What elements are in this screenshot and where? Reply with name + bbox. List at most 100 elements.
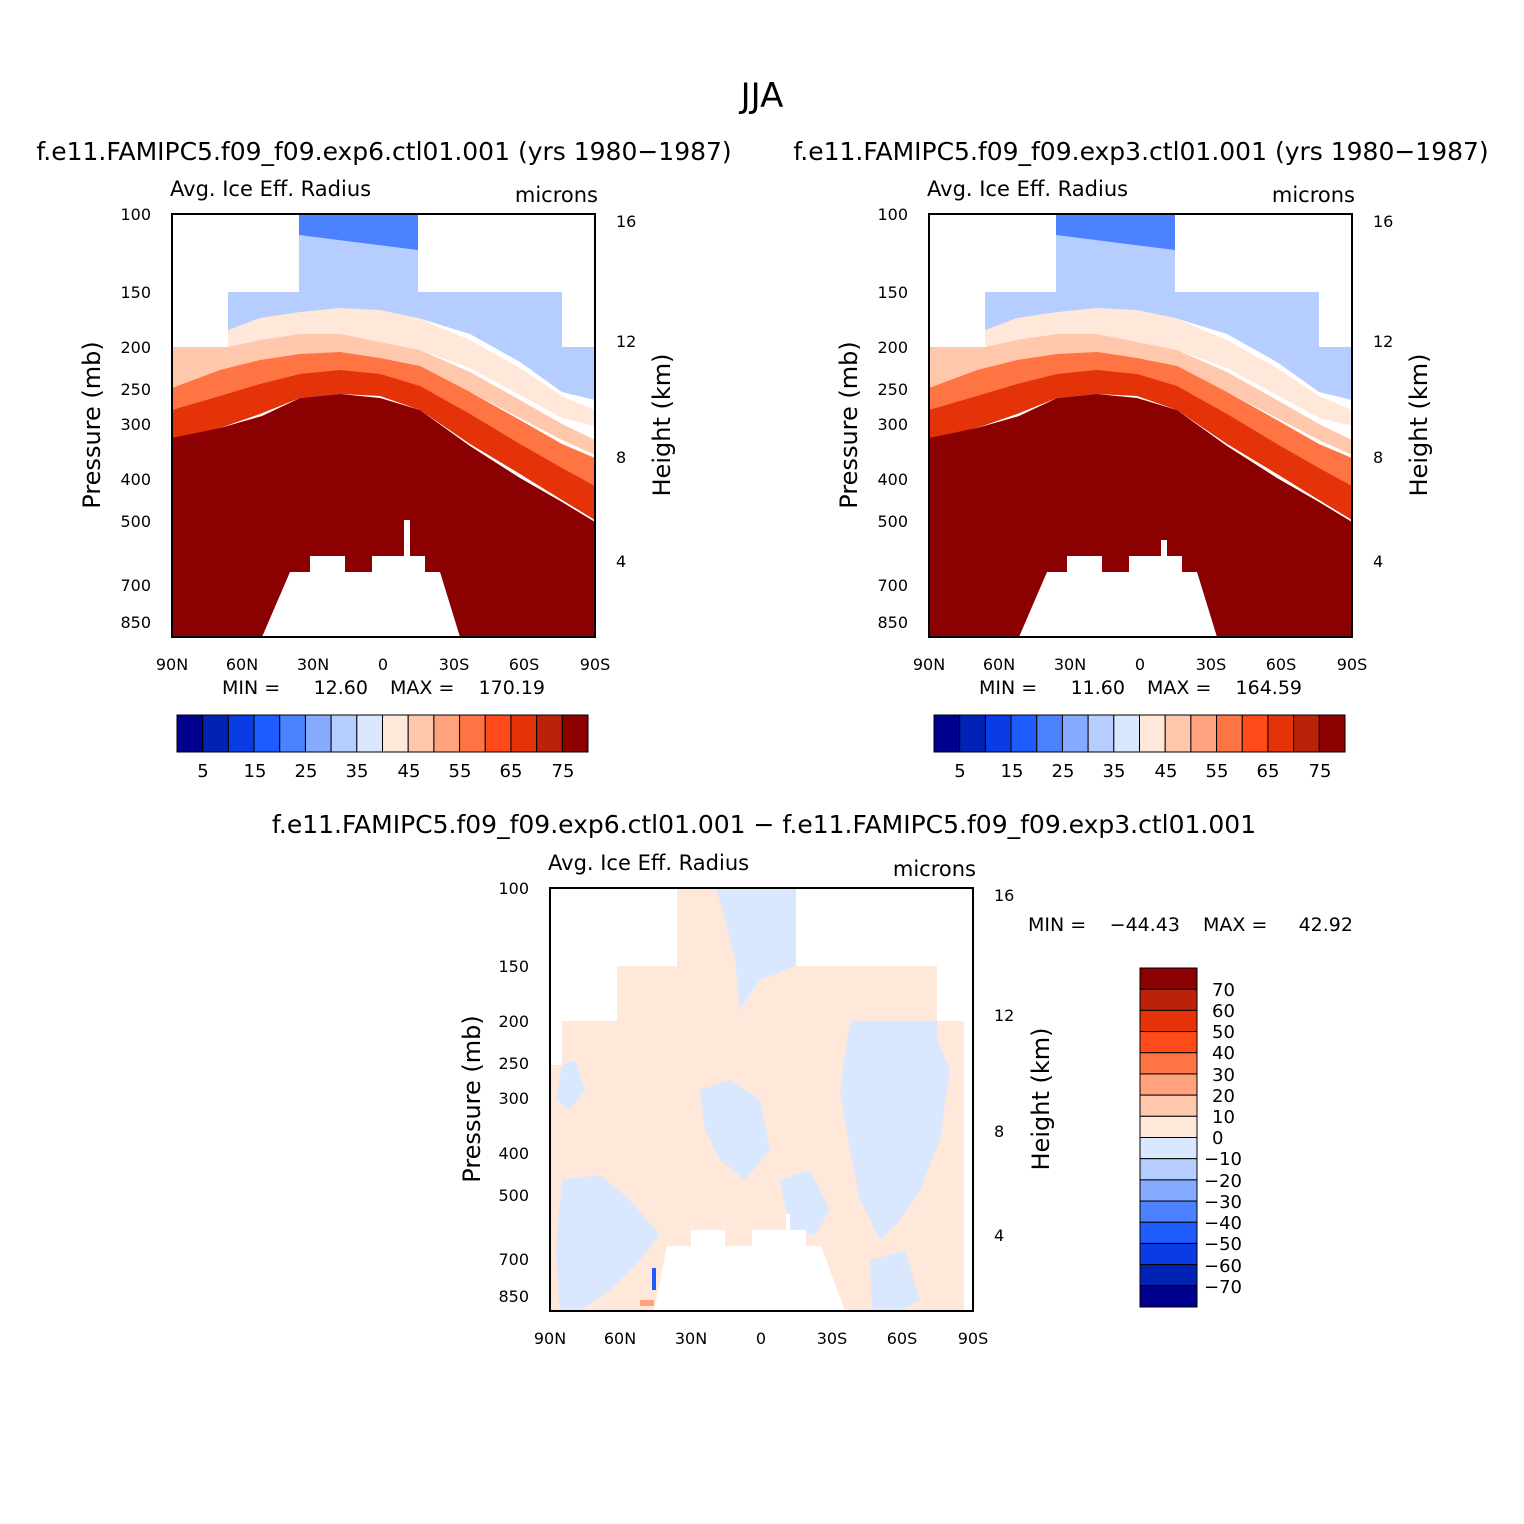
panel-a-colorbar-cell-11 xyxy=(460,715,486,752)
panel-a-rtick-4: 4 xyxy=(616,552,626,571)
panel-c-min-label: MIN = xyxy=(1028,914,1086,936)
panel-c-units: microns xyxy=(893,857,976,881)
panel-c-variable: Avg. Ice Eff. Radius xyxy=(548,851,749,875)
panel-b-colorbar-cell-8 xyxy=(1140,715,1166,752)
panel-c-ytick-100: 100 xyxy=(498,879,529,898)
panel-c-rtick-12: 12 xyxy=(994,1006,1014,1025)
panel-c-field xyxy=(550,888,964,1311)
panel-b-colorbar-cell-7 xyxy=(1114,715,1140,752)
panel-a-cb-label-5: 5 xyxy=(197,761,208,782)
panel-c-max-label: MAX = xyxy=(1203,914,1267,936)
panel-c-ytick-850: 850 xyxy=(498,1287,529,1306)
panel-b-xtick-90n: 90N xyxy=(913,655,945,674)
panel-a-ytick-500: 500 xyxy=(120,512,151,531)
panel-c-ytick-500: 500 xyxy=(498,1186,529,1205)
panel-c-colorbar-cell-14 xyxy=(1140,1265,1197,1286)
panel-c-colorbar-cell-8 xyxy=(1140,1138,1197,1159)
panel-a-max-value: 170.19 xyxy=(479,677,545,699)
panel-c-rtick-16: 16 xyxy=(994,886,1014,905)
panel-b-colorbar-cell-4 xyxy=(1037,715,1063,752)
panel-c-colorbar-cell-12 xyxy=(1140,1222,1197,1243)
panel-a-colorbar-cell-6 xyxy=(331,715,357,752)
panel-c-colorbar-cell-15 xyxy=(1140,1286,1197,1307)
panel-b-xtick-30n: 30N xyxy=(1054,655,1086,674)
panel-b-colorbar-cell-11 xyxy=(1217,715,1243,752)
panel-a-colorbar-cell-2 xyxy=(228,715,254,752)
panel-c-max-value: 42.92 xyxy=(1299,914,1353,936)
panel-c-y-right-ticks: 16 12 8 4 xyxy=(994,886,1014,1245)
panel-c-cb-label-40: 40 xyxy=(1212,1043,1235,1064)
panel-c-ylabel-right: Height (km) xyxy=(1027,1028,1055,1171)
panel-b-cb-label-45: 45 xyxy=(1155,761,1178,782)
panel-b-colorbar-cell-6 xyxy=(1088,715,1114,752)
panel-c-ytick-150: 150 xyxy=(498,957,529,976)
panel-a-ytick-200: 200 xyxy=(120,338,151,357)
panel-a: Avg. Ice Eff. Radius microns 90N 60N 30N… xyxy=(78,177,676,782)
panel-c-colorbar-cell-6 xyxy=(1140,1095,1197,1116)
panel-b-units: microns xyxy=(1272,183,1355,207)
panel-c-ytick-250: 250 xyxy=(498,1054,529,1073)
panel-b-xtick-60s: 60S xyxy=(1266,655,1297,674)
panel-a-colorbar-cell-10 xyxy=(434,715,460,752)
panel-b-colorbar-labels: 5 15 25 35 45 55 65 75 xyxy=(954,761,1331,782)
panel-a-ytick-250: 250 xyxy=(120,380,151,399)
panel-a-xtick-30s: 30S xyxy=(439,655,470,674)
panel-a-ylabel-right: Height (km) xyxy=(648,354,676,497)
panel-b-min-value: 11.60 xyxy=(1071,677,1125,699)
panel-a-xtick-30n: 30N xyxy=(297,655,329,674)
panel-c-cb-label-0: 0 xyxy=(1212,1128,1223,1149)
panel-c-title: f.e11.FAMIPC5.f09_f09.exp6.ctl01.001 − f… xyxy=(272,810,1256,839)
panel-c-colorbar-cell-5 xyxy=(1140,1074,1197,1095)
panel-a-colorbar-cell-12 xyxy=(485,715,511,752)
panel-a-y-right-ticks: 16 12 8 4 xyxy=(616,212,636,571)
panel-b-cb-label-15: 15 xyxy=(1001,761,1024,782)
panel-b-ytick-200: 200 xyxy=(877,338,908,357)
panel-a-rtick-16: 16 xyxy=(616,212,636,231)
panel-b-max-value: 164.59 xyxy=(1236,677,1302,699)
panel-b-ytick-300: 300 xyxy=(877,415,908,434)
panel-a-xtick-60n: 60N xyxy=(226,655,258,674)
panel-b-colorbar-cell-13 xyxy=(1268,715,1294,752)
panel-b-xtick-30s: 30S xyxy=(1196,655,1227,674)
panel-b-max-label: MAX = xyxy=(1147,677,1211,699)
panel-a-title: f.e11.FAMIPC5.f09_f09.exp6.ctl01.001 (yr… xyxy=(36,137,731,166)
panel-c-cb-label-70: 70 xyxy=(1212,980,1235,1001)
panel-c-colorbar-cell-2 xyxy=(1140,1010,1197,1031)
panel-c-cb-label-m70: −70 xyxy=(1204,1277,1242,1298)
panel-a-cb-label-15: 15 xyxy=(244,761,267,782)
panel-b-min-label: MIN = xyxy=(979,677,1037,699)
panel-b-colorbar-cell-2 xyxy=(985,715,1011,752)
figure: JJA f.e11.FAMIPC5.f09_f09.exp6.ctl01.001… xyxy=(0,0,1524,1524)
panel-a-cb-label-35: 35 xyxy=(346,761,369,782)
panel-c-xtick-30s: 30S xyxy=(817,1329,848,1348)
panel-a-colorbar-cell-9 xyxy=(408,715,434,752)
panel-a-xtick-90s: 90S xyxy=(580,655,611,674)
panel-b-colorbar-cell-5 xyxy=(1062,715,1088,752)
panel-b-colorbar-cell-14 xyxy=(1294,715,1320,752)
panel-a-min-label: MIN = xyxy=(222,677,280,699)
panel-a-rtick-12: 12 xyxy=(616,332,636,351)
panel-a-rtick-8: 8 xyxy=(616,448,626,467)
panel-b-ytick-700: 700 xyxy=(877,576,908,595)
panel-a-colorbar-cell-3 xyxy=(254,715,280,752)
panel-c-colorbar-cell-7 xyxy=(1140,1116,1197,1137)
panel-a-field xyxy=(172,214,595,637)
panel-c-cb-label-20: 20 xyxy=(1212,1086,1235,1107)
panel-b-ytick-400: 400 xyxy=(877,470,908,489)
panel-c-cb-label-10: 10 xyxy=(1212,1107,1235,1128)
panel-b-colorbar xyxy=(934,715,1345,752)
panel-c-red-spot xyxy=(640,1300,654,1306)
panel-c-colorbar-cell-1 xyxy=(1140,989,1197,1010)
panel-a-ytick-850: 850 xyxy=(120,613,151,632)
panel-c-colorbar-cell-0 xyxy=(1140,968,1197,989)
panel-a-min-value: 12.60 xyxy=(314,677,368,699)
panel-c-cb-label-30: 30 xyxy=(1212,1065,1235,1086)
panel-b: Avg. Ice Eff. Radius microns 90N 60N 30N… xyxy=(835,177,1433,782)
panel-c-xtick-90n: 90N xyxy=(534,1329,566,1348)
panel-c-ylabel: Pressure (mb) xyxy=(458,1015,486,1182)
panel-c-colorbar-cell-13 xyxy=(1140,1243,1197,1264)
panel-c-x-ticks: 90N 60N 30N 0 30S 60S 90S xyxy=(534,1329,988,1348)
panel-b-cb-label-65: 65 xyxy=(1257,761,1280,782)
panel-a-colorbar-cell-13 xyxy=(511,715,537,752)
panel-b-colorbar-cell-15 xyxy=(1319,715,1345,752)
